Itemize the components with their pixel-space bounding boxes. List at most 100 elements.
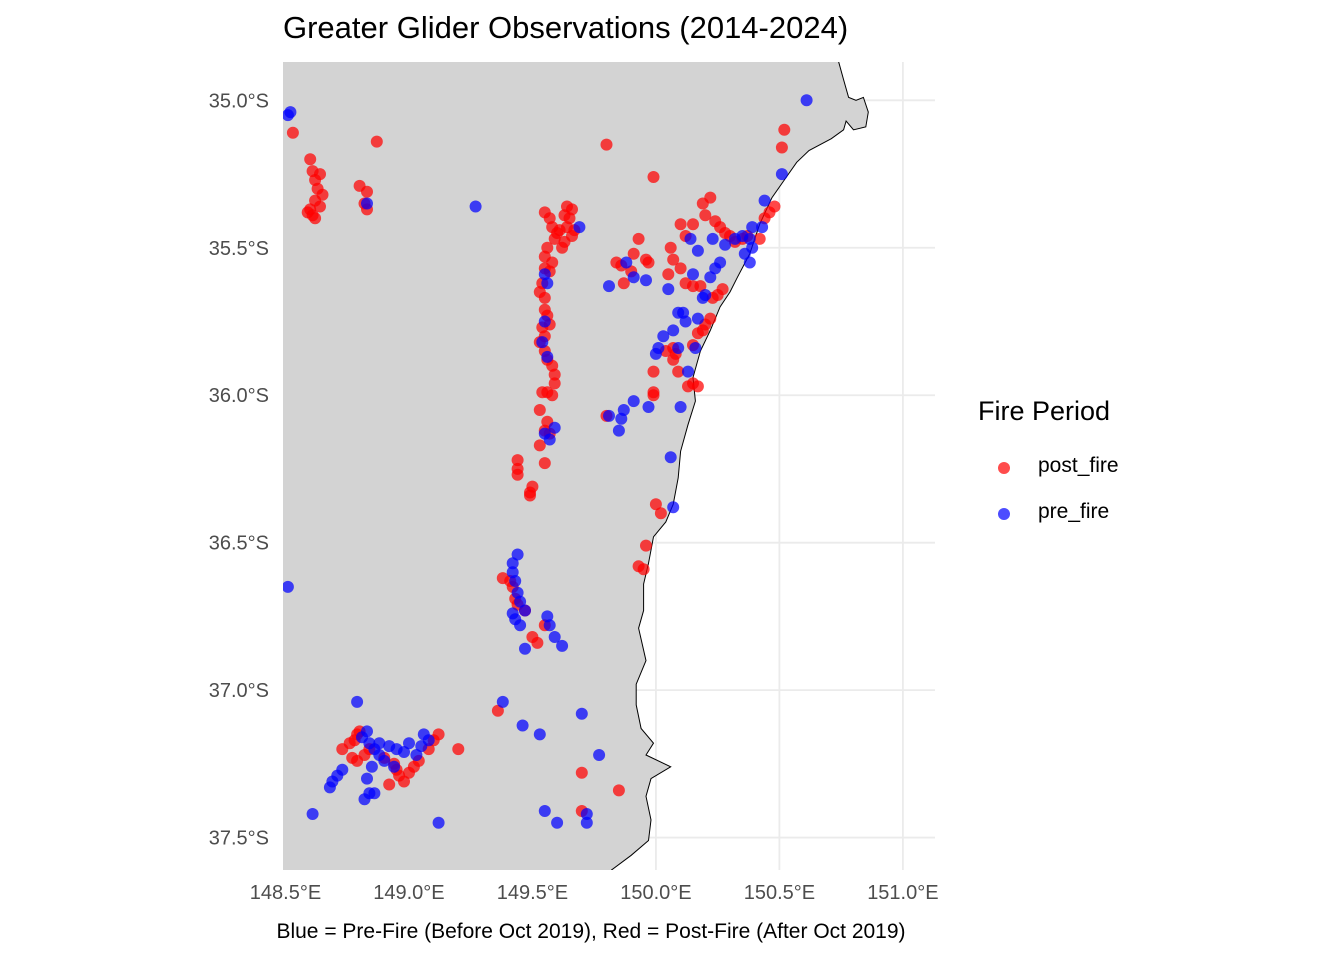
y-tick-label: 37.0°S [209,680,269,702]
post-fire-point [674,218,687,231]
post-fire-point [286,126,299,139]
post-fire-point [637,563,650,576]
x-tick-label: 150.0°E [620,882,691,904]
pre-fire-point [432,816,445,829]
post-fire-point [632,232,645,245]
pre-fire-point [593,749,606,761]
pre-fire-point [642,401,655,413]
pre-fire-point [603,409,615,422]
x-tick-label: 151.0°E [867,882,938,904]
post-fire-point [491,704,504,717]
y-tick-label: 36.5°S [209,533,269,555]
post-fire-point [627,247,640,260]
chart-title: Greater Glider Observations (2014-2024) [283,10,849,45]
pre-fire-point [672,342,685,354]
post-fire-point [687,218,699,231]
post-fire-point [691,380,704,393]
pre-fire-point [667,324,680,337]
post-fire-point [667,353,680,366]
post-fire-point [575,766,588,779]
pre-fire-point [664,451,677,464]
y-tick-label: 36.0°S [209,385,269,407]
x-axis-tick-labels: 148.5°E 149.0°E 149.5°E 150.0°E 150.5°E 151.0… [250,882,939,904]
pre-fire-point [580,808,593,820]
post-fire-point [647,365,660,378]
post-fire-point [314,200,326,213]
post-fire-point [533,404,546,416]
post-fire-point [383,778,396,791]
post-fire-point [548,377,561,390]
post-fire-point [524,489,536,502]
pre-fire-point [536,336,549,349]
pre-fire-point [704,271,717,284]
pre-fire-point [620,256,633,269]
pre-fire-point [351,695,364,708]
pre-fire-point [538,315,551,328]
pre-fire-point [533,728,546,741]
post-fire-point [674,262,687,275]
post-fire-point [546,389,559,402]
post-fire-point [511,468,524,481]
pre-fire-point [699,289,712,301]
pre-fire-point [283,580,294,593]
post-fire-point [768,200,781,213]
post-fire-point [511,454,524,467]
pre-fire-point [691,244,704,257]
post-fire-point [370,135,383,148]
pre-fire-point [398,746,410,758]
pre-fire-point [674,401,687,413]
post-fire-point [691,327,704,340]
pre-fire-point [538,805,551,817]
pre-fire-point [684,232,697,245]
pre-fire-point [378,754,391,767]
post-fire-point [647,389,660,402]
pre-fire-point [758,194,771,207]
legend: Fire Period post_fire pre_fire [978,396,1119,523]
pre-fire-point [687,268,699,281]
pre-fire-point [615,412,628,425]
pre-fire-point [627,395,640,408]
pre-fire-point [640,274,652,287]
post-fire-point [778,123,791,136]
post-fire-point [600,138,613,151]
y-tick-label: 35.5°S [209,238,269,260]
post-fire-point [538,457,551,470]
pre-fire-point [373,737,386,750]
pre-fire-point [662,283,675,296]
pre-fire-point [657,330,670,343]
post-fire-point [672,365,685,378]
pre-fire-point [306,808,319,820]
pre-fire-point [706,232,719,245]
pre-fire-point [556,639,569,652]
pre-fire-point [756,221,769,234]
legend-label-post-fire: post_fire [1038,454,1119,477]
y-axis-tick-labels: 35.0°S 35.5°S 36.0°S 36.5°S 37.0°S 37.5°S [209,90,269,849]
pre-fire-point [365,760,378,773]
post-fire-point [538,291,551,304]
post-fire-point [694,280,707,293]
post-fire-point [654,507,667,520]
pre-fire-point [516,719,529,732]
post-fire-point [716,283,729,296]
pre-fire-point [667,501,680,514]
pre-fire-point [543,433,556,446]
pre-fire-point [719,238,732,251]
pre-fire-point [800,94,813,107]
pre-fire-point [575,707,588,720]
pre-fire-point [543,619,556,632]
pre-fire-point [422,734,435,747]
post-fire-swatch [998,462,1010,474]
y-tick-label: 37.5°S [209,828,269,850]
post-fire-point [667,253,680,266]
pre-fire-point [511,548,524,561]
y-tick-label: 35.0°S [209,90,269,112]
pre-fire-point [548,421,561,434]
pre-fire-point [283,109,294,122]
pre-fire-point [410,749,423,761]
post-fire-point [551,227,564,239]
pre-fire-point [612,424,625,437]
pre-fire-point [541,350,554,363]
post-fire-point [538,206,551,219]
post-fire-point [699,209,712,222]
